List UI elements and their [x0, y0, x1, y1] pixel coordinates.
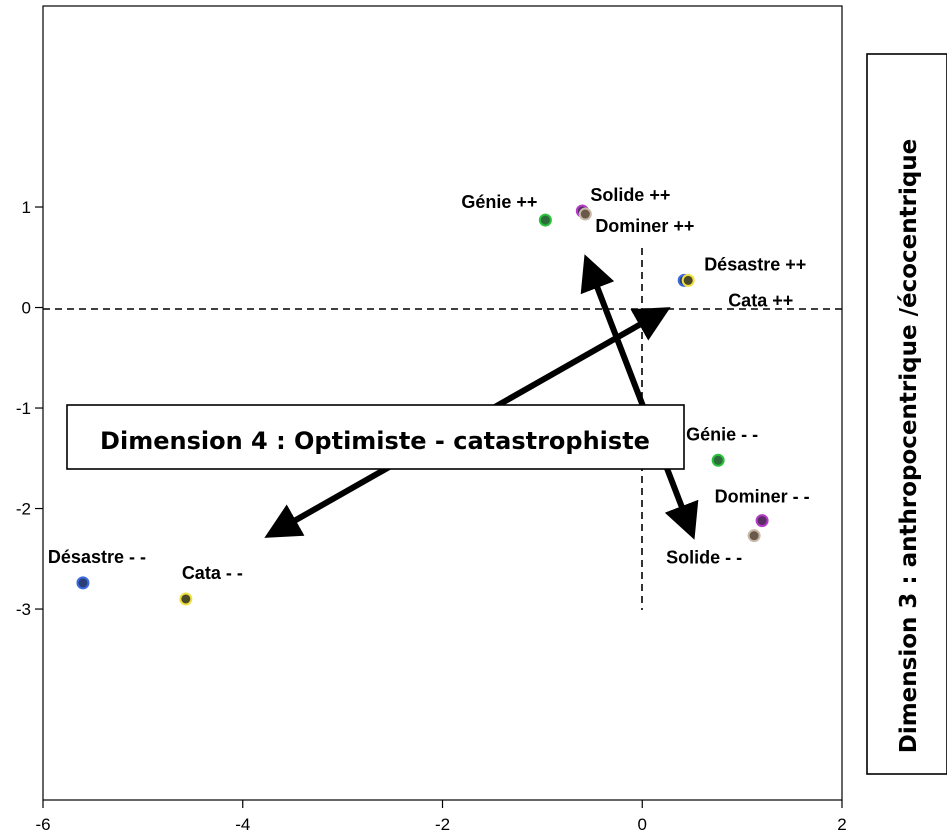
- point-label: Solide - -: [666, 548, 742, 568]
- point-label: Désastre ++: [704, 254, 806, 274]
- point-label: Dominer ++: [595, 216, 694, 236]
- data-point: [711, 453, 725, 467]
- arrow-dimension-3: [580, 254, 699, 540]
- data-point: [76, 576, 90, 590]
- x-tick-label: -6: [35, 815, 50, 834]
- plot-frame: [42, 5, 843, 801]
- point-label: Cata ++: [728, 290, 793, 310]
- point-labels: Génie ++ Solide ++ Dominer ++ Désastre ++ Ca…: [48, 185, 810, 583]
- point-label: Génie - -: [686, 424, 758, 444]
- data-point: [681, 273, 695, 287]
- y-axis: 1 0 -1 -2 -3: [16, 198, 43, 619]
- dimension-4-label: Dimension 4 : Optimiste - catastrophiste: [100, 427, 650, 455]
- y-tick-label: -1: [16, 399, 31, 418]
- point-label: Génie ++: [461, 192, 537, 212]
- data-point: [747, 529, 761, 543]
- data-point: [755, 514, 769, 528]
- dimension-3-label-box: [866, 53, 947, 775]
- point-label: Désastre - -: [48, 547, 146, 567]
- data-point: [578, 207, 592, 221]
- dimension-3-label: Dimension 3 : anthropocentrique /écocent…: [896, 139, 922, 754]
- x-tick-label: -2: [435, 815, 450, 834]
- data-point: [538, 213, 552, 227]
- data-point: [179, 592, 193, 606]
- y-tick-label: -2: [16, 500, 31, 519]
- point-label: Solide ++: [590, 185, 670, 205]
- x-tick-label: -4: [235, 815, 250, 834]
- y-tick-label: 0: [22, 299, 31, 318]
- x-axis: -6 -4 -2 0 2: [35, 800, 847, 834]
- point-label: Cata - -: [182, 563, 243, 583]
- x-tick-label: 0: [638, 815, 647, 834]
- point-label: Dominer - -: [715, 487, 810, 507]
- x-tick-label: 2: [837, 815, 846, 834]
- y-tick-label: -3: [16, 600, 31, 619]
- y-tick-label: 1: [22, 198, 31, 217]
- dimension-4-label-box: [66, 404, 685, 470]
